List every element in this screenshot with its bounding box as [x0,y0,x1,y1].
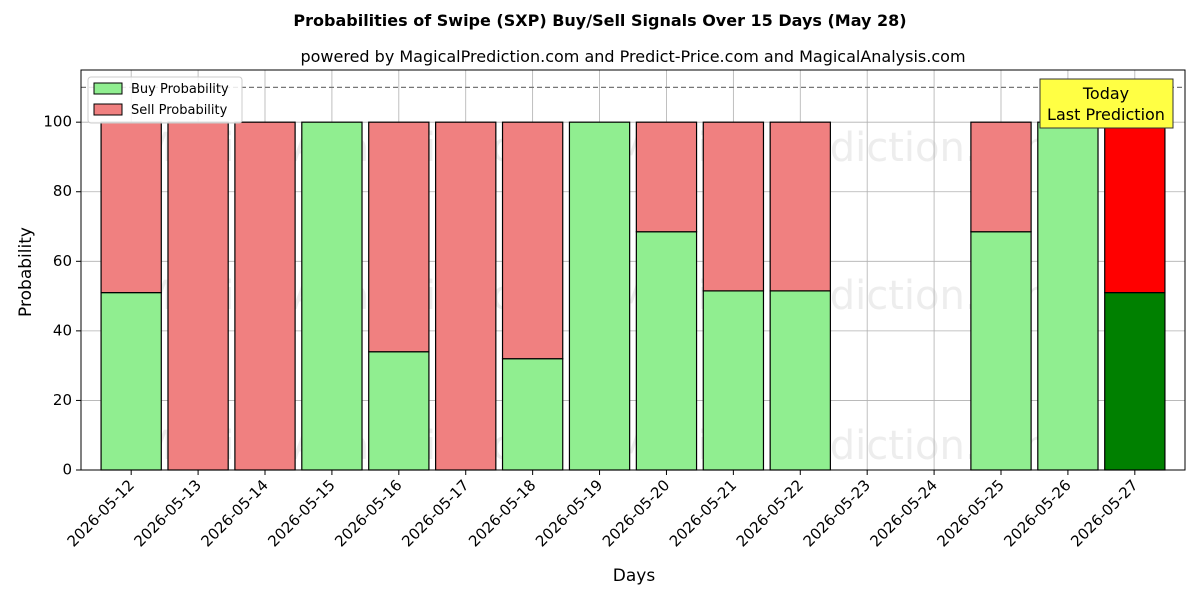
y-tick-label: 80 [53,182,72,200]
x-tick-label: 2026-05-14 [197,476,271,550]
legend-label: Buy Probability [131,82,229,97]
bar-buy [368,351,430,471]
x-tick-label: 2026-05-25 [933,476,1007,550]
x-tick-label: 2026-05-19 [532,476,606,550]
y-tick-label: 40 [53,321,72,339]
bar-sell [368,121,430,353]
chart-subtitle: powered by MagicalPrediction.com and Pre… [300,47,965,66]
bar-sell [435,121,497,471]
bar-buy [568,121,631,471]
bar-buy [769,290,831,471]
x-tick-label: 2026-05-13 [131,476,205,550]
y-tick-label: 0 [62,461,72,479]
x-tick-label: 2026-05-27 [1067,476,1141,550]
bar-sell [234,121,296,471]
bar-sell [702,121,765,292]
legend: Buy Probability Sell Probability [87,76,243,124]
today-label: Today [1082,84,1129,103]
x-tick-label: 2026-05-22 [733,476,807,550]
bar-sell [100,121,162,294]
chart-title: Probabilities of Swipe (SXP) Buy/Sell Si… [293,11,906,30]
today-box [1039,78,1174,129]
y-tick-label: 60 [53,252,72,270]
x-tick-label: 2026-05-16 [331,476,405,550]
plot-frame [80,69,1186,471]
bar-sell [970,121,1032,233]
legend-swatch [93,103,123,116]
x-tick-label: 2026-05-15 [264,476,338,550]
x-tick-label: 2026-05-21 [666,476,740,550]
bar-sell [635,121,698,233]
bar-sell [769,121,831,292]
bar-buy [702,290,765,471]
bar-buy [635,231,698,471]
legend-swatch [93,82,123,95]
x-tick-label: 2026-05-20 [599,476,673,550]
bar-buy [100,292,162,471]
legend-box [87,76,243,124]
bar-buy [1037,121,1099,471]
x-tick-label: 2026-05-18 [465,476,539,550]
x-tick-label: 2026-05-23 [800,476,874,550]
y-tick-label: 20 [53,391,72,409]
bar-sell [167,121,229,471]
x-tick-label: 2026-05-26 [1000,476,1074,550]
x-axis-label: Days [613,566,656,586]
x-tick-label: 2026-05-12 [64,476,138,550]
today-label: Last Prediction [1047,105,1165,124]
x-tick-label: 2026-05-24 [867,476,941,550]
bar-sell [1104,121,1166,294]
bar-buy [301,121,363,471]
x-tick-label: 2026-05-17 [398,476,472,550]
bar-buy [1104,292,1166,471]
plot-area: MagicalAnalysis.comMagicalPrediction.com… [43,69,1186,550]
legend-label: Sell Probability [131,103,228,118]
y-tick-label: 100 [43,113,72,131]
bar-sell [501,121,564,360]
bar-buy [501,358,564,471]
bar-buy [970,231,1032,471]
y-axis-label: Probability [16,227,36,317]
